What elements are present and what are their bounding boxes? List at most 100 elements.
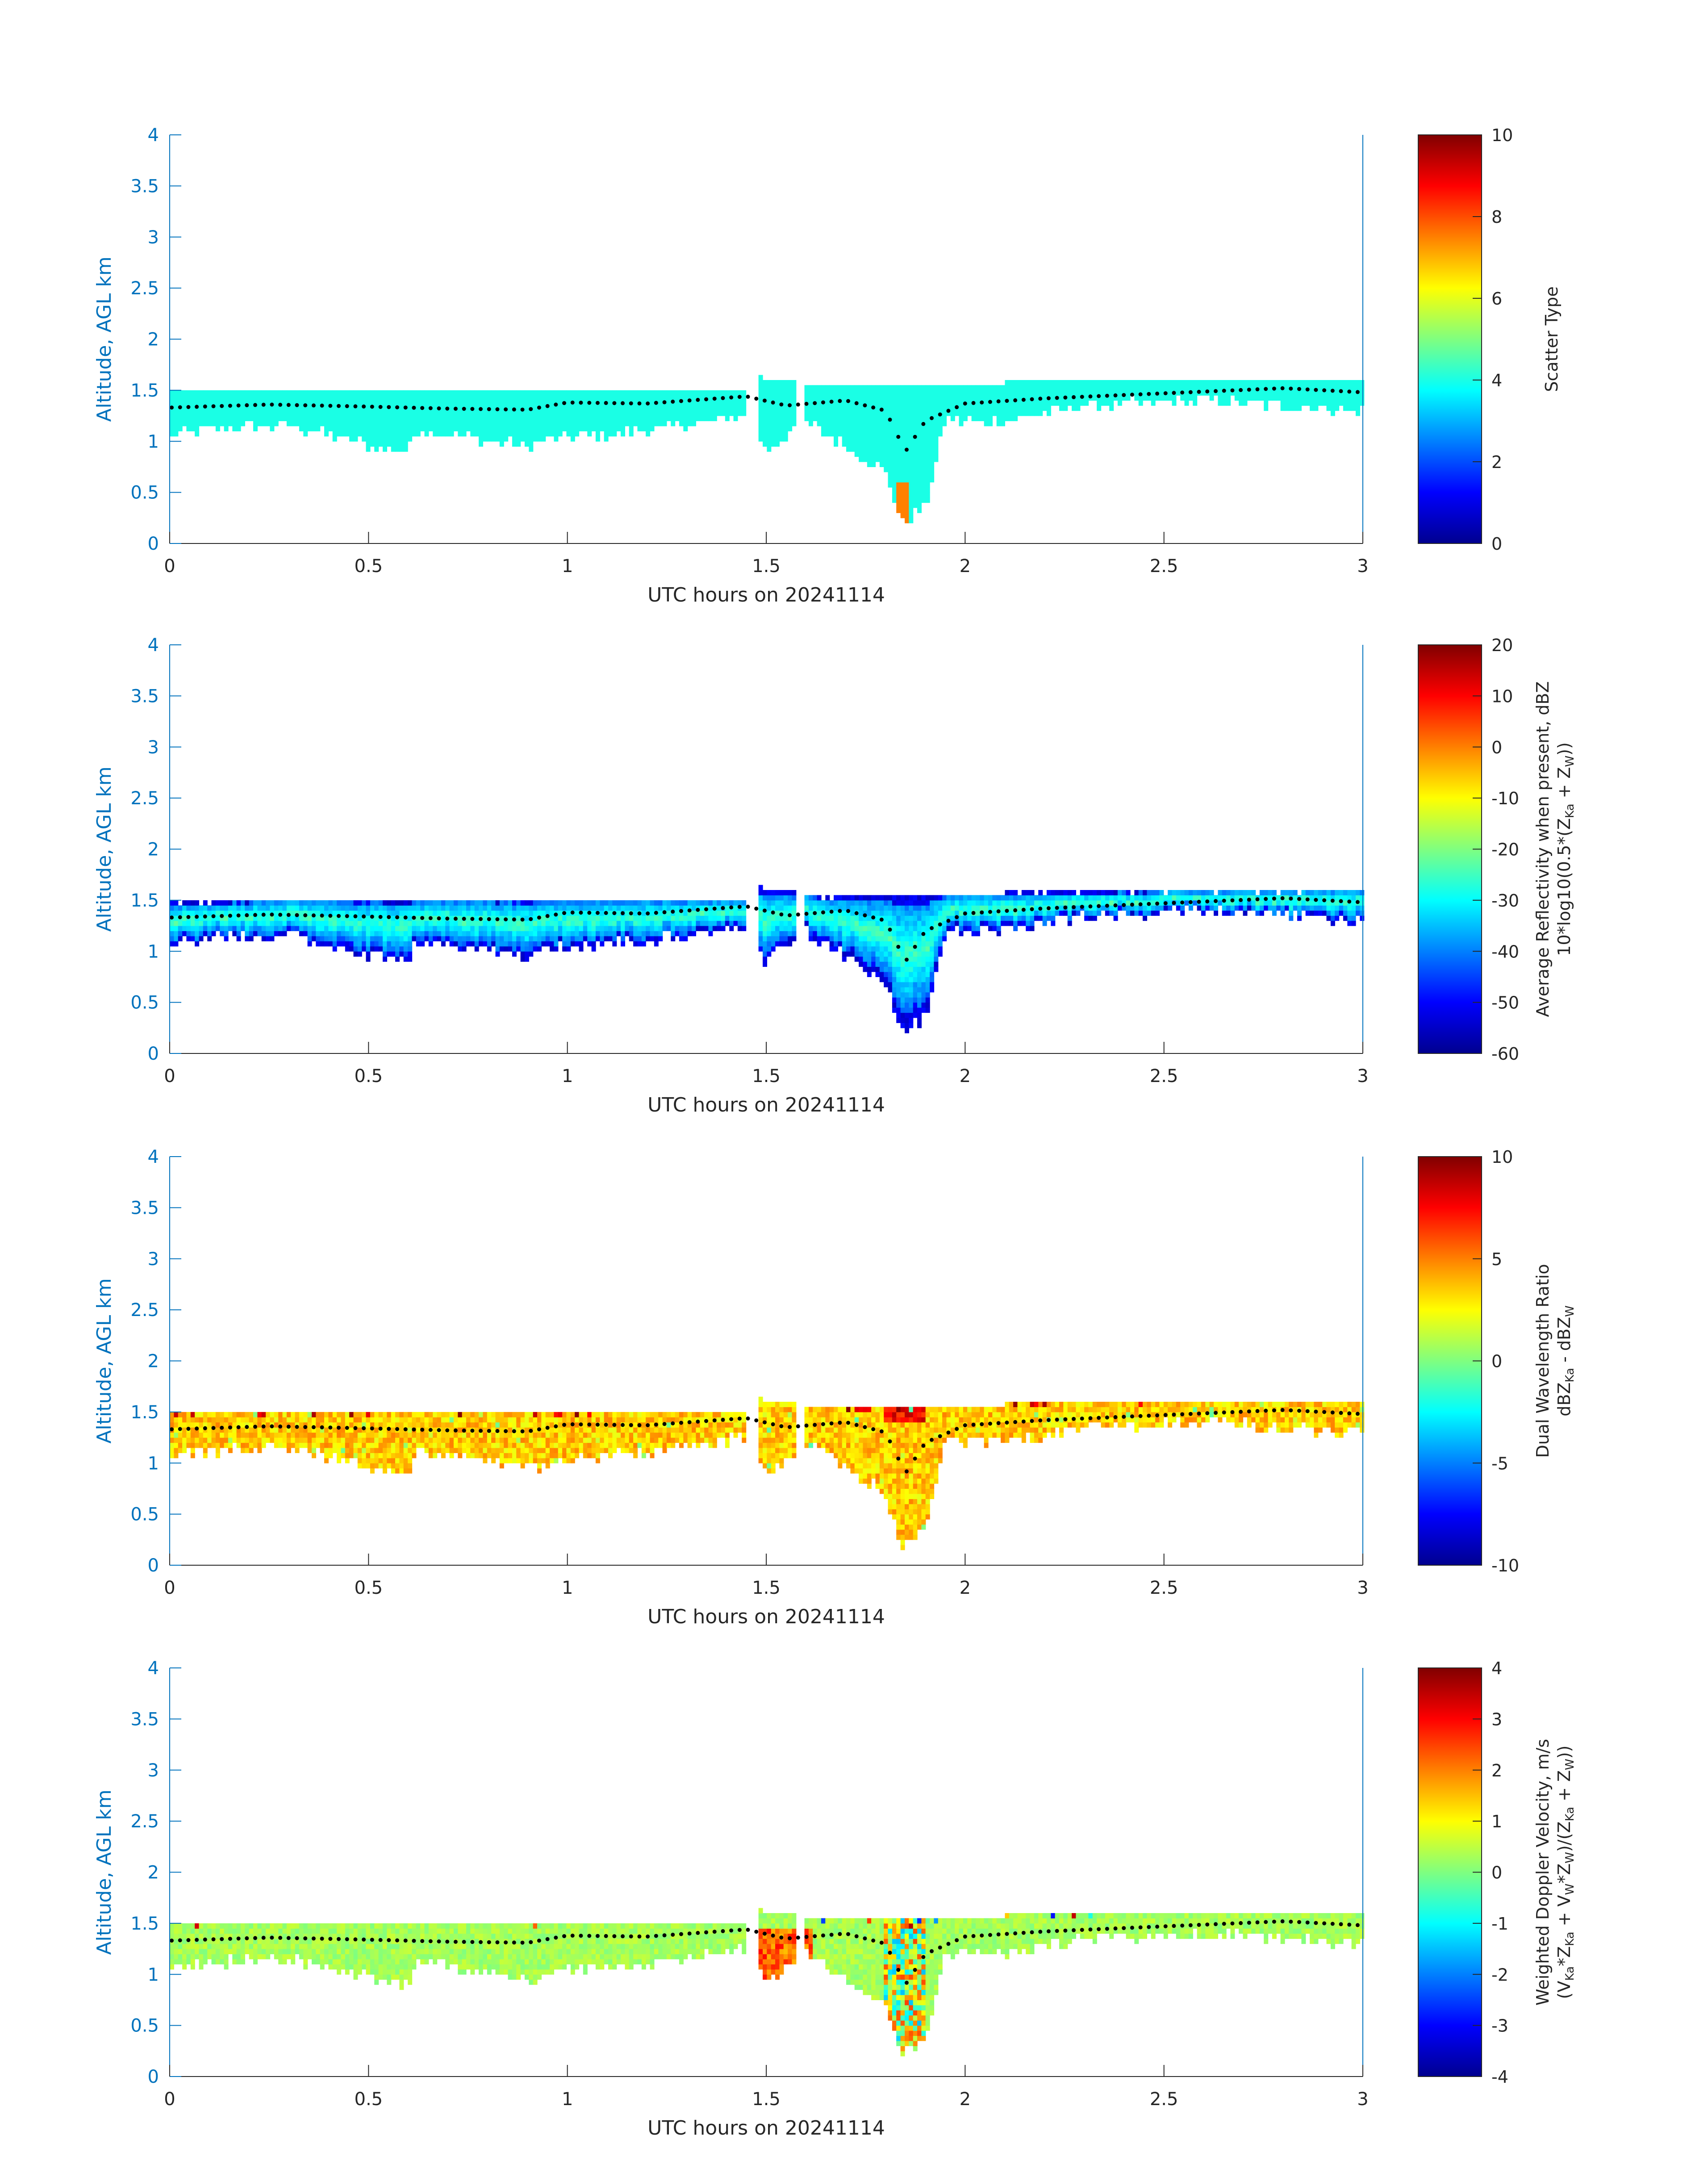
heatmap-cell — [195, 395, 200, 401]
heatmap-cell — [821, 905, 826, 911]
heatmap-cell — [696, 400, 701, 406]
heatmap-cell — [909, 961, 914, 967]
heatmap-cell — [520, 900, 525, 906]
heatmap-cell — [1163, 395, 1168, 401]
heatmap-cell — [821, 416, 826, 422]
heatmap-cell — [449, 900, 454, 906]
heatmap-cell — [654, 900, 659, 906]
heatmap-cell — [925, 946, 930, 952]
heatmap-cell — [583, 416, 588, 422]
x-tick-label: 2.5 — [1150, 556, 1178, 577]
heatmap-cell — [867, 926, 872, 932]
heatmap-cell — [186, 426, 191, 431]
heatmap-cell — [671, 905, 676, 911]
heatmap-cell — [692, 405, 696, 411]
heatmap-cell — [316, 905, 321, 911]
heatmap-cell — [215, 926, 220, 932]
heatmap-cell — [303, 905, 308, 911]
heatmap-cell — [554, 915, 559, 921]
heatmap-cell — [646, 905, 651, 911]
heatmap-cell — [1084, 895, 1089, 901]
heatmap-cell — [1051, 890, 1056, 895]
heatmap-cell — [1209, 385, 1214, 391]
heatmap-cell — [879, 446, 884, 452]
heatmap-cell — [1347, 920, 1352, 926]
heatmap-cell — [758, 395, 763, 401]
heatmap-cell — [729, 926, 734, 932]
heatmap-cell — [412, 421, 417, 426]
heatmap-cell — [804, 405, 809, 411]
heatmap-cell — [679, 416, 684, 422]
heatmap-cell — [399, 936, 404, 941]
heatmap-cell — [1268, 385, 1273, 391]
heatmap-cell — [190, 915, 195, 921]
heatmap-cell — [963, 410, 968, 416]
heatmap-cell — [600, 900, 605, 906]
heatmap-cell — [174, 395, 179, 401]
heatmap-cell — [170, 431, 174, 437]
heatmap-cell — [925, 972, 930, 977]
heatmap-cell — [199, 416, 204, 422]
heatmap-cell — [1243, 890, 1248, 895]
heatmap-cell — [562, 936, 567, 941]
heatmap-cell — [905, 385, 909, 391]
heatmap-cell — [967, 900, 972, 906]
heatmap-cell — [1351, 900, 1356, 906]
heatmap-cell — [829, 936, 834, 941]
heatmap-cell — [733, 416, 738, 422]
heatmap-cell — [341, 426, 346, 431]
heatmap-cell — [905, 900, 909, 906]
heatmap-cell — [462, 390, 467, 396]
heatmap-cell — [646, 416, 651, 422]
heatmap-cell — [312, 390, 316, 396]
heatmap-cell — [408, 920, 413, 926]
heatmap-cell — [541, 905, 546, 911]
heatmap-cell — [328, 416, 333, 422]
heatmap-cell — [1218, 395, 1223, 401]
heatmap-cell — [307, 926, 312, 932]
heatmap-cell — [913, 977, 918, 982]
heatmap-cell — [1339, 400, 1344, 406]
heatmap-cell — [825, 405, 830, 411]
heatmap-cell — [863, 931, 868, 936]
heatmap-cell — [441, 416, 446, 422]
heatmap-cell — [616, 426, 621, 431]
heatmap-cell — [433, 426, 438, 431]
heatmap-cell — [357, 431, 362, 437]
heatmap-cell — [934, 421, 939, 426]
heatmap-cell — [1239, 890, 1244, 895]
heatmap-cell — [892, 477, 897, 483]
heatmap-cell — [767, 390, 772, 396]
heatmap-cell — [859, 915, 864, 921]
heatmap-cell — [550, 405, 554, 411]
heatmap-cell — [474, 395, 479, 401]
heatmap-cell — [1326, 395, 1331, 401]
heatmap-cell — [182, 395, 187, 401]
heatmap-cell — [387, 426, 392, 431]
heatmap-cell — [934, 956, 939, 962]
heatmap-cell — [395, 910, 400, 916]
heatmap-cell — [520, 400, 525, 406]
heatmap-cell — [1201, 905, 1206, 911]
heatmap-cell — [370, 920, 375, 926]
heatmap-cell — [387, 936, 392, 941]
heatmap-cell — [595, 421, 600, 426]
heatmap-cell — [654, 931, 659, 936]
heatmap-cell — [211, 905, 216, 911]
heatmap-cell — [1009, 895, 1014, 901]
heatmap-cell — [537, 390, 542, 396]
heatmap-cell — [925, 900, 930, 906]
heatmap-cell — [595, 416, 600, 422]
heatmap-cell — [395, 931, 400, 936]
heatmap-cell — [909, 900, 914, 906]
heatmap-cell — [1214, 910, 1218, 916]
heatmap-cell — [646, 920, 651, 926]
heatmap-cell — [646, 431, 651, 437]
heatmap-cell — [345, 946, 350, 952]
cloud-top-point — [804, 911, 809, 916]
heatmap-cell — [888, 477, 893, 483]
heatmap-cell — [1126, 390, 1131, 396]
heatmap-cell — [641, 910, 646, 916]
heatmap-cell — [174, 410, 179, 416]
heatmap-cell — [174, 905, 179, 911]
